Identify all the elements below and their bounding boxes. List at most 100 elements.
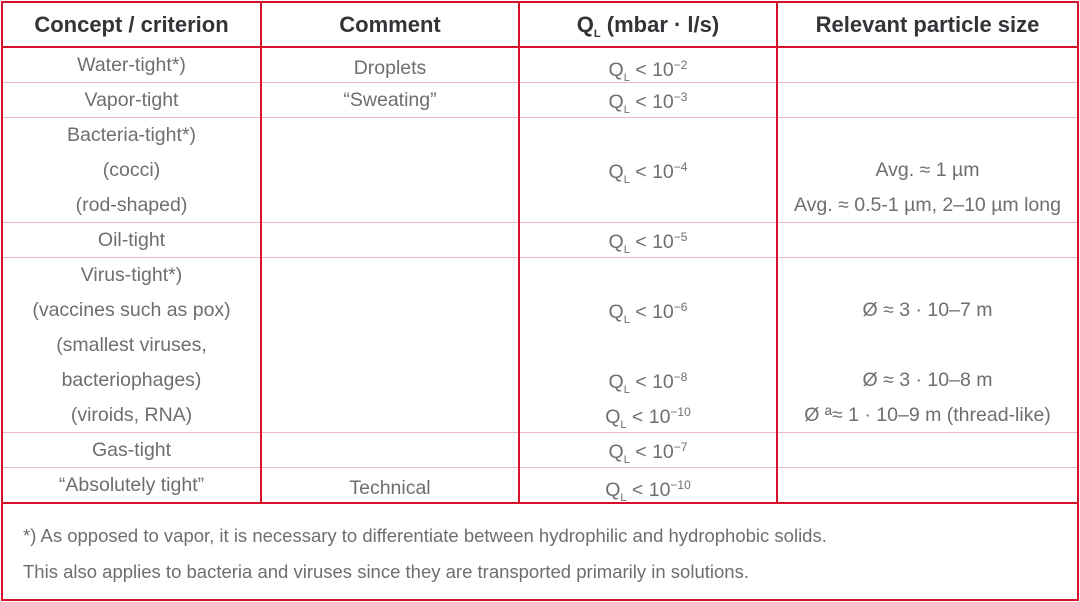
- cell-line: [520, 185, 776, 220]
- cell-comment: [262, 258, 518, 433]
- cell-particle: [778, 471, 1077, 506]
- cell-comment: [262, 223, 518, 258]
- row-divider: [3, 82, 1077, 83]
- cell-line: Ø ª≈ 1 · 10–9 m (thread-like): [804, 404, 1051, 426]
- cell-line: QL < 10−10: [520, 468, 776, 504]
- cell-line: [262, 293, 518, 328]
- row-divider: [3, 117, 1077, 118]
- header-particle-size: Relevant particle size: [815, 12, 1040, 37]
- ql-exponent: −5: [673, 230, 688, 244]
- ql-symbol: Q: [608, 231, 624, 253]
- ql-subscript: L: [623, 454, 630, 466]
- cell-line: Ø ≈ 3 · 10–7 m: [862, 299, 993, 321]
- cell-line: [262, 153, 518, 188]
- cell-line: “Sweating”: [343, 89, 437, 111]
- ql-operator: < 10: [626, 479, 671, 501]
- cell-line: [262, 258, 518, 293]
- cell-line: (vaccines such as pox): [32, 299, 231, 321]
- ql-subscript: L: [623, 314, 630, 326]
- ql-subscript: L: [620, 419, 627, 431]
- ql-subscript: L: [620, 492, 627, 504]
- cell-line: Vapor-tight: [84, 89, 179, 111]
- cell-line: [778, 118, 1077, 153]
- cell-line: [262, 118, 518, 153]
- cell-line: [262, 188, 518, 223]
- ql-exponent: −6: [673, 300, 688, 314]
- header-concept: Concept / criterion: [34, 12, 229, 37]
- cell-particle: Ø ≈ 3 · 10–7 m Ø ≈ 3 · 10–8 m Ø ª≈ 1 · 10–…: [778, 258, 1077, 433]
- cell-line: [778, 328, 1077, 363]
- cell-concept: Oil-tight: [3, 223, 260, 258]
- header-divider: [3, 46, 1077, 48]
- cell-line: QL < 10−8: [520, 360, 776, 396]
- cell-line: (rod-shaped): [75, 194, 188, 216]
- cell-line: [778, 83, 1077, 118]
- cell-particle: Avg. ≈ 1 µm Avg. ≈ 0.5-1 µm, 2–10 µm long: [778, 118, 1077, 223]
- cell-concept: Bacteria-tight*) (cocci) (rod-shaped): [3, 118, 260, 223]
- cell-line: (viroids, RNA): [70, 404, 193, 426]
- ql-symbol: Q: [605, 479, 621, 501]
- ql-symbol: Q: [576, 12, 594, 37]
- cell-line: [778, 223, 1077, 258]
- cell-line: [778, 433, 1077, 468]
- ql-symbol: Q: [608, 161, 624, 183]
- ql-exponent: −10: [670, 405, 691, 419]
- ql-operator: < 10: [629, 59, 674, 81]
- cell-comment: [262, 433, 518, 468]
- cell-line: QL < 10−10: [520, 395, 776, 431]
- cell-particle: [778, 51, 1077, 86]
- ql-exponent: −7: [673, 440, 688, 454]
- ql-exponent: −2: [673, 58, 688, 72]
- ql-operator: < 10: [629, 301, 674, 323]
- cell-ql: QL < 10−6 QL < 10−8 QL < 10−10: [520, 258, 776, 433]
- cell-line: [778, 51, 1077, 86]
- cell-line: [520, 255, 776, 290]
- cell-line: Droplets: [353, 57, 427, 79]
- row-divider: [3, 467, 1077, 468]
- cell-concept: Vapor-tight: [3, 83, 260, 118]
- cell-comment: Technical: [262, 471, 518, 506]
- cell-line: Gas-tight: [91, 439, 172, 461]
- cell-line: Bacteria-tight*): [67, 124, 196, 146]
- ql-symbol: Q: [608, 371, 624, 393]
- ql-symbol: Q: [608, 91, 624, 113]
- footnote: *) As opposed to vapor, it is necessary …: [23, 518, 827, 590]
- row-divider: [3, 432, 1077, 433]
- cell-ql: QL < 10−3: [520, 83, 776, 118]
- cell-line: Water-tight*): [77, 54, 186, 76]
- cell-line: [262, 433, 518, 468]
- ql-exponent: −3: [673, 90, 688, 104]
- cell-concept: “Absolutely tight”: [3, 468, 260, 503]
- column-divider: [518, 3, 520, 503]
- cell-line: [778, 258, 1077, 293]
- ql-subscript: L: [623, 244, 630, 256]
- cell-line: “Absolutely tight”: [58, 474, 205, 496]
- ql-operator: < 10: [629, 441, 674, 463]
- row-divider: [3, 502, 1077, 504]
- footnote-line: *) As opposed to vapor, it is necessary …: [23, 525, 827, 546]
- cell-line: QL < 10−5: [520, 220, 776, 256]
- ql-subscript: L: [623, 174, 630, 186]
- footnote-line: This also applies to bacteria and viruse…: [23, 561, 749, 582]
- ql-exponent: −4: [673, 160, 688, 174]
- cell-line: QL < 10−3: [520, 80, 776, 116]
- cell-line: [262, 223, 518, 258]
- cell-line: [262, 328, 518, 363]
- cell-line: QL < 10−2: [520, 48, 776, 84]
- column-divider: [260, 3, 262, 503]
- cell-particle: [778, 83, 1077, 118]
- ql-subscript: L: [623, 72, 630, 84]
- cell-ql: QL < 10−5: [520, 223, 776, 258]
- cell-comment: “Sweating”: [262, 83, 518, 118]
- cell-line: Technical: [349, 477, 431, 499]
- cell-concept: Gas-tight: [3, 433, 260, 468]
- ql-operator: < 10: [629, 91, 674, 113]
- ql-subscript: L: [593, 28, 601, 40]
- cell-comment: [262, 118, 518, 223]
- cell-concept: Virus-tight*) (vaccines such as pox) (smal…: [3, 258, 260, 433]
- cell-ql: QL < 10−10: [520, 471, 776, 506]
- cell-line: QL < 10−6: [520, 290, 776, 326]
- cell-line: bacteriophages): [61, 369, 202, 391]
- cell-particle: [778, 433, 1077, 468]
- cell-line: [262, 398, 518, 433]
